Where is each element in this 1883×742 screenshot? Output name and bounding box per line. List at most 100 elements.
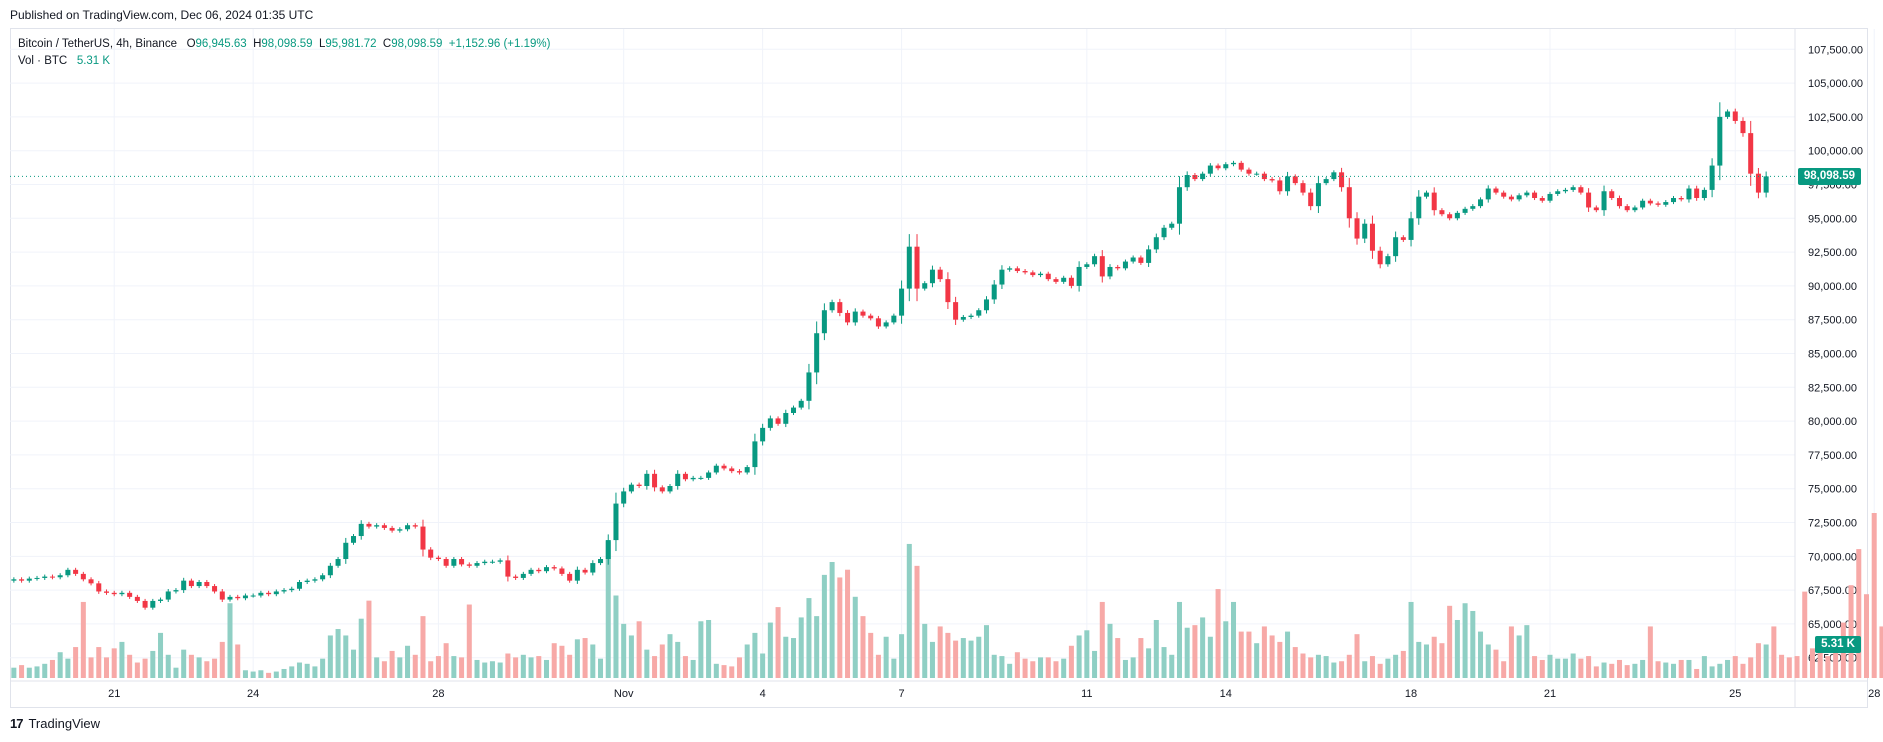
- volume-bar: [1377, 663, 1383, 678]
- volume-bar: [412, 654, 418, 678]
- volume-bar: [1014, 652, 1020, 678]
- candle-body: [73, 569, 79, 574]
- open-label: O: [186, 38, 196, 50]
- candle-body: [1547, 193, 1553, 201]
- candle-body: [1431, 192, 1437, 211]
- candle-body: [914, 246, 920, 289]
- candle-body: [1300, 183, 1306, 193]
- volume-bar: [351, 649, 357, 678]
- volume-bar: [443, 643, 449, 678]
- volume-bar: [636, 621, 642, 678]
- volume-bar: [1169, 654, 1175, 678]
- volume-bar: [1655, 661, 1661, 678]
- candle-body: [19, 579, 25, 581]
- volume-bar: [1300, 653, 1306, 678]
- candle-body: [343, 542, 349, 560]
- volume-bar: [242, 670, 248, 678]
- candle-body: [304, 580, 310, 583]
- volume-bar: [1207, 636, 1213, 678]
- volume-bar: [706, 619, 712, 678]
- candle-body: [690, 477, 696, 480]
- volume-bar: [983, 625, 989, 678]
- volume-bar: [466, 604, 472, 678]
- candle-body: [312, 579, 318, 581]
- volume-bar: [953, 640, 959, 678]
- volume-bar: [1215, 589, 1221, 678]
- volume-bar: [1786, 657, 1792, 678]
- volume-bar: [652, 656, 658, 678]
- candle-body: [80, 573, 86, 580]
- candle-body: [1130, 257, 1136, 262]
- candle-body: [1755, 173, 1761, 193]
- candle-body: [1609, 191, 1615, 199]
- candle-body: [212, 586, 218, 592]
- volume-bar: [837, 577, 843, 678]
- high-label: H: [253, 38, 262, 50]
- y-tick-label: 107,500.00: [1808, 44, 1863, 56]
- volume-bar: [435, 656, 441, 678]
- candle-body: [543, 567, 549, 572]
- candle-body: [1508, 196, 1514, 200]
- volume-bar: [791, 638, 797, 678]
- candle-body: [1285, 176, 1291, 192]
- volume-bar: [119, 641, 125, 678]
- candle-body: [860, 311, 866, 316]
- candle-body: [744, 467, 750, 473]
- volume-bar: [219, 641, 225, 678]
- candle-body: [505, 560, 511, 577]
- volume-bar: [19, 665, 25, 678]
- volume-bar: [567, 654, 573, 678]
- volume-bar: [1308, 657, 1314, 678]
- candle-body: [242, 595, 248, 599]
- candle-body: [960, 316, 966, 320]
- volume-bar: [405, 645, 411, 678]
- volume-bar: [289, 666, 295, 678]
- volume-bar: [320, 658, 326, 678]
- volume-label[interactable]: Vol · BTC: [18, 55, 68, 67]
- volume-bar: [1061, 658, 1067, 678]
- volume-bar: [1107, 623, 1113, 678]
- candle-body: [1045, 273, 1051, 280]
- candle-body: [999, 269, 1005, 285]
- volume-bar: [1416, 641, 1422, 678]
- candle-body: [1122, 261, 1128, 269]
- candle-body: [976, 310, 982, 316]
- volume-bar: [1748, 657, 1754, 678]
- symbol-label[interactable]: Bitcoin / TetherUS, 4h, Binance: [18, 38, 177, 50]
- y-tick-label: 90,000.00: [1808, 281, 1857, 293]
- volume-bar: [1485, 644, 1491, 678]
- volume-bar: [690, 659, 696, 678]
- candle-body: [1161, 227, 1167, 238]
- volume-bar: [227, 603, 233, 678]
- candle-body: [405, 525, 411, 530]
- volume-bar: [628, 635, 634, 678]
- candle-body: [1454, 212, 1460, 219]
- candle-body: [628, 484, 634, 492]
- footer-brand[interactable]: 17 TradingView: [10, 716, 100, 731]
- candle-body: [181, 580, 187, 591]
- candle-body: [1725, 111, 1731, 117]
- candle-body: [1678, 198, 1684, 200]
- candle-body: [1462, 208, 1468, 213]
- candle-body: [767, 418, 773, 428]
- candle-body: [1022, 271, 1028, 273]
- candle-body: [1624, 206, 1630, 211]
- volume-bar: [1863, 594, 1869, 678]
- candle-body: [258, 592, 264, 596]
- candle-body: [783, 412, 789, 424]
- volume-bar: [814, 616, 820, 678]
- candle-body: [65, 569, 71, 576]
- volume-bar: [181, 649, 187, 678]
- candle-body: [235, 596, 241, 599]
- candle-body: [1339, 172, 1345, 188]
- candle-body: [351, 536, 357, 543]
- volume-bar: [845, 569, 851, 678]
- candle-body: [1269, 179, 1275, 181]
- candle-body: [1369, 223, 1375, 251]
- volume-bar: [1493, 649, 1499, 678]
- candle-body: [891, 315, 897, 323]
- volume-bar: [1231, 601, 1237, 678]
- volume-bar: [1570, 653, 1576, 678]
- candle-body: [598, 559, 604, 564]
